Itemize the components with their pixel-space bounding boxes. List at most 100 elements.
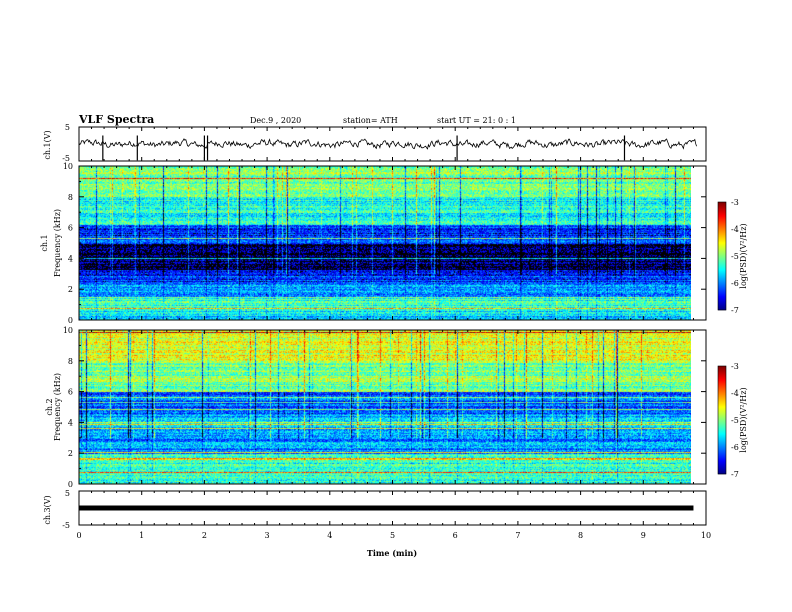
spectrogram-ytick-label: 0 <box>68 480 73 489</box>
colorbar-segment <box>718 249 726 251</box>
colorbar-segment <box>718 262 726 264</box>
colorbar-segment <box>718 235 726 237</box>
colorbar-tick-label: -7 <box>731 470 739 479</box>
x-axis-tick-label: 0 <box>76 531 81 540</box>
colorbar-segment <box>718 372 726 374</box>
colorbar-segment <box>718 267 726 269</box>
colorbar-segment <box>718 428 726 430</box>
x-axis-tick-label: 5 <box>390 531 395 540</box>
colorbar-segment <box>718 367 726 369</box>
colorbar-segment <box>718 273 726 275</box>
colorbar-tick-label: -4 <box>731 389 739 398</box>
colorbar-segment <box>718 440 726 442</box>
waveform-1-ytick-top: 5 <box>65 123 70 132</box>
colorbar-segment <box>718 213 726 215</box>
colorbar-segment <box>718 396 726 398</box>
waveform-2-panel: 5 -5 ch.3(V) 0 1 2 3 4 5 6 7 8 9 10 Time (min) <box>43 489 711 558</box>
colorbar-segment <box>718 430 726 432</box>
colorbar-segment <box>718 274 726 276</box>
colorbar-segment <box>718 246 726 248</box>
colorbar-segment <box>718 473 726 475</box>
x-axis-tick-label: 6 <box>453 531 458 540</box>
colorbar-segment <box>718 437 726 439</box>
colorbar-segment <box>718 405 726 407</box>
colorbar-segment <box>718 259 726 261</box>
colorbar-segment <box>718 209 726 211</box>
x-axis-tick-label: 8 <box>578 531 583 540</box>
colorbar-segment <box>718 269 726 271</box>
colorbar-segment <box>718 410 726 412</box>
colorbar-segment <box>718 445 726 447</box>
colorbar-segment <box>718 370 726 372</box>
colorbar-segment <box>718 240 726 242</box>
colorbar-segment <box>718 436 726 438</box>
x-axis-tick-label: 10 <box>701 531 711 540</box>
colorbar-segment <box>718 281 726 283</box>
waveform-2-ytick-bottom: -5 <box>62 521 70 530</box>
colorbar-segment <box>718 421 726 423</box>
colorbar-segment <box>718 377 726 379</box>
colorbar-segment <box>718 391 726 393</box>
colorbar-segment <box>718 470 726 472</box>
colorbar-segment <box>718 271 726 273</box>
colorbar-segment <box>718 425 726 427</box>
colorbar-segment <box>718 294 726 296</box>
colorbar-segment <box>718 392 726 394</box>
colorbar-segment <box>718 408 726 410</box>
colorbar-segment <box>718 278 726 280</box>
colorbar-segment <box>718 459 726 461</box>
colorbar-segment <box>718 451 726 453</box>
colorbar-segment <box>718 229 726 231</box>
colorbar-segment <box>718 276 726 278</box>
colorbar-segment <box>718 406 726 408</box>
spectrogram-2-image-holder <box>79 330 691 484</box>
colorbar-segment <box>718 292 726 294</box>
colorbar-tick-label: -5 <box>731 416 739 425</box>
colorbar-segment <box>718 466 726 468</box>
colorbar-segment <box>718 261 726 263</box>
colorbar-segment <box>718 368 726 370</box>
waveform-2-ylabel: ch.3(V) <box>43 495 52 524</box>
colorbar-segment <box>718 210 726 212</box>
colorbar-segment <box>718 388 726 390</box>
colorbar-segment <box>718 453 726 455</box>
colorbar-segment <box>718 305 726 307</box>
x-axis-tick-labels: 0 1 2 3 4 5 6 7 8 9 10 <box>76 531 711 540</box>
colorbar-segment <box>718 426 726 428</box>
colorbar-segment <box>718 373 726 375</box>
colorbar-segment <box>718 464 726 466</box>
colorbar-segment <box>718 211 726 213</box>
colorbar-segment <box>718 275 726 277</box>
waveform-1-ticks <box>78 127 707 161</box>
colorbar-segment <box>718 208 726 210</box>
colorbar-segment <box>718 418 726 420</box>
spectrogram-2-panel: 0 2 4 6 8 10 ch.2 Frequency (kHz) -3 -4 -5 -6 -7 l… <box>45 326 748 489</box>
colorbar-segment <box>718 385 726 387</box>
colorbar-segment <box>718 236 726 238</box>
colorbar-segment <box>718 415 726 417</box>
colorbar-segment <box>718 450 726 452</box>
colorbar-segment <box>718 260 726 262</box>
colorbar-segment <box>718 252 726 254</box>
colorbar-segment <box>718 299 726 301</box>
colorbar-segment <box>718 239 726 241</box>
colorbar-segment <box>718 376 726 378</box>
spectrogram-ytick-label: 2 <box>68 285 73 294</box>
colorbar-segment <box>718 427 726 429</box>
colorbar-segment <box>718 383 726 385</box>
colorbar-segment <box>718 290 726 292</box>
colorbar-segment <box>718 279 726 281</box>
spectrogram-1-ticks: 0 2 4 6 8 10 <box>63 162 707 325</box>
colorbar-segment <box>718 366 726 368</box>
colorbar-segment <box>718 403 726 405</box>
colorbar-segment <box>718 379 726 381</box>
colorbar-segment <box>718 254 726 256</box>
colorbar-segment <box>718 272 726 274</box>
colorbar-segment <box>718 395 726 397</box>
station-label: station= ATH <box>343 116 398 125</box>
colorbar-segment <box>718 291 726 293</box>
colorbar-segment <box>718 399 726 401</box>
colorbar-segment <box>718 429 726 431</box>
colorbar-segment <box>718 472 726 474</box>
waveform-2-ticks <box>78 491 707 525</box>
